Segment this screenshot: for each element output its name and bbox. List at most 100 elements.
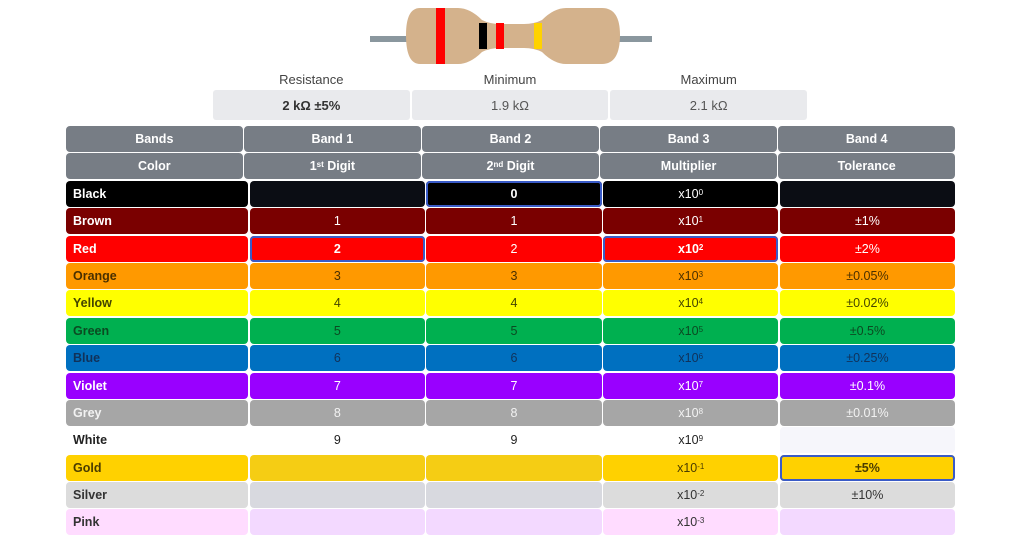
- band4-cell[interactable]: ±0.05%: [779, 262, 956, 289]
- resistance-summary: Resistance 2 kΩ ±5% Minimum 1.9 kΩ Maxim…: [213, 72, 808, 120]
- multiplier-base: x10: [677, 515, 698, 530]
- digit2-num: 2: [486, 159, 494, 174]
- band3-cell[interactable]: x10 7: [603, 372, 779, 399]
- band4-cell[interactable]: ±5%: [779, 454, 956, 481]
- band3-cell[interactable]: x10 2: [603, 235, 779, 262]
- band1-cell[interactable]: 7: [249, 372, 425, 399]
- resistor-band-1: [436, 8, 445, 64]
- minimum-label: Minimum: [483, 72, 537, 87]
- band1-cell[interactable]: 6: [249, 345, 425, 372]
- band3-cell[interactable]: x10 0: [603, 180, 779, 207]
- table-row-grey: Grey 8 8 x10 8 ±0.01%: [66, 399, 956, 426]
- band1-cell[interactable]: 5: [249, 317, 425, 344]
- band3-cell[interactable]: x10 4: [603, 290, 779, 317]
- band4-cell[interactable]: ±0.5%: [779, 317, 956, 344]
- band1-cell[interactable]: 2: [249, 235, 425, 262]
- band3-cell[interactable]: x10 8: [603, 399, 779, 426]
- resistor-body: [406, 8, 620, 64]
- band1-cell[interactable]: 1: [249, 208, 425, 235]
- multiplier-base: x10: [678, 351, 699, 366]
- table-row-pink: Pink x10 -3: [66, 509, 956, 536]
- band2-cell[interactable]: 2: [426, 235, 602, 262]
- digit2-text: Digit: [503, 159, 535, 174]
- band2-cell: [426, 454, 602, 481]
- resistor-band-3: [496, 23, 504, 49]
- table-row-green: Green 5 5 x10 5 ±0.5%: [66, 317, 956, 344]
- band1-cell[interactable]: 9: [249, 427, 425, 454]
- band4-cell[interactable]: ±10%: [779, 482, 956, 509]
- band2-cell[interactable]: 0: [426, 180, 602, 207]
- band2-cell: [426, 482, 602, 509]
- table-row-silver: Silver x10 -2 ±10%: [66, 482, 956, 509]
- color-code-table: Bands Band 1 Band 2 Band 3 Band 4 Color …: [66, 126, 956, 537]
- band4-cell[interactable]: ±0.25%: [779, 345, 956, 372]
- band2-cell[interactable]: 1: [426, 208, 602, 235]
- resistance-col: Resistance 2 kΩ ±5%: [213, 72, 410, 120]
- color-name: Black: [66, 180, 249, 207]
- color-name: Green: [66, 317, 249, 344]
- multiplier-base: x10: [678, 241, 699, 256]
- table-row-gold: Gold x10 -1 ±5%: [66, 454, 956, 481]
- band1-cell[interactable]: 8: [249, 399, 425, 426]
- multiplier-base: x10: [677, 460, 698, 475]
- band1-cell: [249, 454, 425, 481]
- band4-cell[interactable]: ±0.1%: [779, 372, 956, 399]
- band4-cell[interactable]: ±0.02%: [779, 290, 956, 317]
- band2-cell: [426, 509, 602, 536]
- multiplier-base: x10: [678, 323, 699, 338]
- multiplier-base: x10: [678, 186, 699, 201]
- band4-cell[interactable]: ±1%: [779, 208, 956, 235]
- band4-cell: [779, 180, 956, 207]
- band1-cell[interactable]: 4: [249, 290, 425, 317]
- multiplier-base: x10: [678, 433, 699, 448]
- band3-cell[interactable]: x10 -2: [603, 482, 779, 509]
- band4-cell[interactable]: ±0.01%: [779, 399, 956, 426]
- band1-cell: [249, 180, 425, 207]
- band1-cell[interactable]: 3: [249, 262, 425, 289]
- color-name: White: [66, 427, 249, 454]
- table-row-black: Black 0 x10 0: [66, 180, 956, 207]
- band2-cell[interactable]: 5: [426, 317, 602, 344]
- color-name: Blue: [66, 345, 249, 372]
- band3-cell[interactable]: x10 9: [603, 427, 779, 454]
- band2-cell[interactable]: 9: [426, 427, 602, 454]
- table-row-white: White 9 9 x10 9: [66, 427, 956, 454]
- band1-cell: [249, 509, 425, 536]
- band2-cell[interactable]: 7: [426, 372, 602, 399]
- band3-cell[interactable]: x10 6: [603, 345, 779, 372]
- resistor-illustration: [370, 8, 652, 64]
- band1-cell: [249, 482, 425, 509]
- resistor-band-2: [479, 23, 487, 49]
- band3-cell[interactable]: x10 3: [603, 262, 779, 289]
- table-row-blue: Blue 6 6 x10 6 ±0.25%: [66, 345, 956, 372]
- header-band-2: Band 2: [422, 126, 599, 152]
- band3-cell[interactable]: x10 -1: [603, 454, 779, 481]
- color-name: Brown: [66, 208, 249, 235]
- band2-cell[interactable]: 6: [426, 345, 602, 372]
- band2-cell[interactable]: 4: [426, 290, 602, 317]
- band3-cell[interactable]: x10 1: [603, 208, 779, 235]
- band3-cell[interactable]: x10 -3: [603, 509, 779, 536]
- band3-cell[interactable]: x10 5: [603, 317, 779, 344]
- color-name: Violet: [66, 372, 249, 399]
- header-row-bands: Bands Band 1 Band 2 Band 3 Band 4: [66, 126, 955, 152]
- multiplier-base: x10: [677, 488, 698, 503]
- header-tolerance: Tolerance: [778, 153, 955, 180]
- color-name: Gold: [66, 454, 249, 481]
- header-bands: Bands: [66, 126, 243, 152]
- header-band-3: Band 3: [600, 126, 777, 152]
- band2-cell[interactable]: 3: [426, 262, 602, 289]
- band2-cell[interactable]: 8: [426, 399, 602, 426]
- band4-cell[interactable]: ±2%: [779, 235, 956, 262]
- band4-cell: [779, 427, 956, 454]
- multiplier-base: x10: [678, 405, 699, 420]
- color-name: Red: [66, 235, 249, 262]
- table-row-violet: Violet 7 7 x10 7 ±0.1%: [66, 372, 956, 399]
- resistor-lead-left: [370, 36, 410, 42]
- resistor-lead-right: [612, 36, 652, 42]
- multiplier-base: x10: [678, 296, 699, 311]
- color-name: Yellow: [66, 290, 249, 317]
